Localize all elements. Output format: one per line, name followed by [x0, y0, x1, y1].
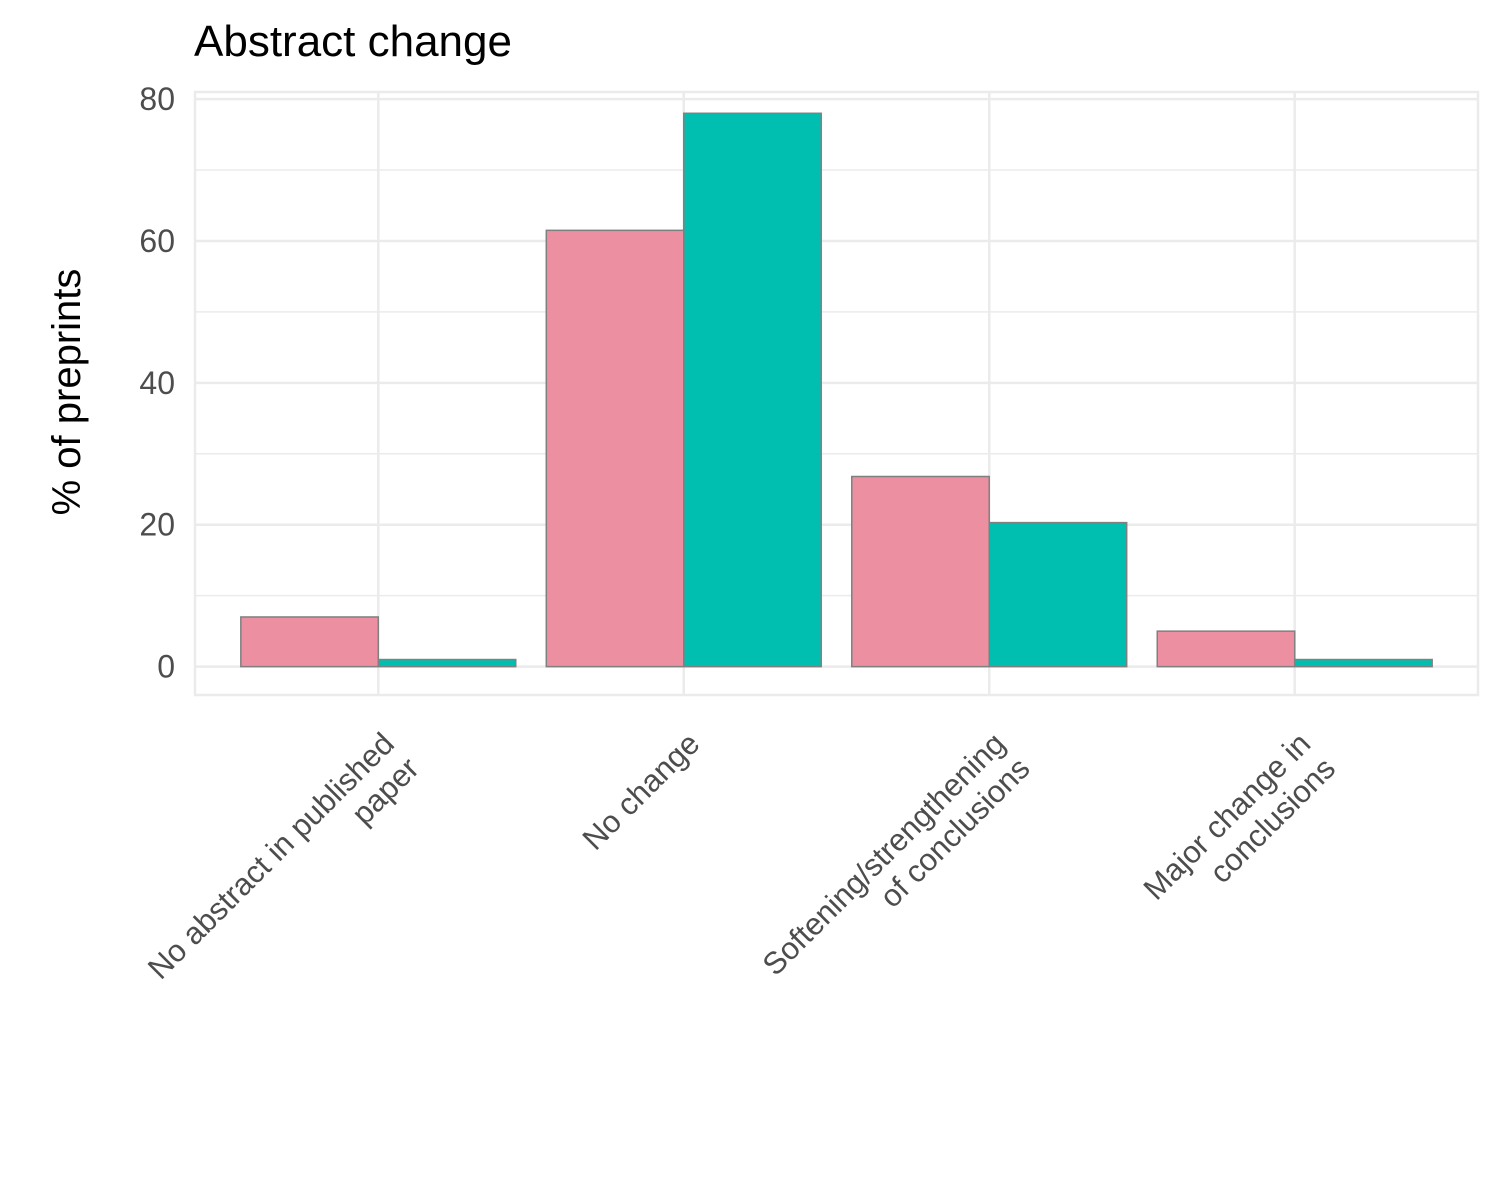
y-tick-label: 20 — [139, 507, 175, 543]
y-tick-label: 40 — [139, 365, 175, 401]
grid-lines — [193, 90, 1480, 697]
x-tick-label-text: Major change inconclusions — [1137, 726, 1342, 931]
bar-series2-cat1 — [377, 658, 517, 668]
x-tick-label-text: No change — [576, 726, 707, 857]
x-tick-label: No change — [576, 726, 707, 857]
y-axis-label: % of preprints — [45, 269, 89, 516]
bar-series2-cat4 — [1293, 658, 1433, 668]
bar-series1-cat3 — [851, 475, 990, 668]
x-tick-label: Major change inconclusions — [1137, 726, 1342, 931]
bars — [240, 112, 1433, 668]
x-tick-label-text: Softening/strengtheningof conclusions — [756, 726, 1037, 1007]
bar-series1-cat4 — [1156, 630, 1296, 668]
bar-series1-cat2 — [545, 229, 685, 668]
x-tick-labels: No abstract in publishedpaper No change So… — [141, 726, 1342, 1011]
y-tick-label: 60 — [139, 223, 175, 259]
x-tick-label-line: No change — [576, 726, 707, 857]
bar-series2-cat2 — [683, 112, 822, 668]
bar-series1-cat1 — [240, 616, 380, 668]
y-tick-label: 0 — [157, 649, 175, 685]
panel-border — [193, 90, 1480, 697]
x-tick-label-line: Softening/strengthening — [756, 726, 1012, 982]
x-tick-label: Softening/strengtheningof conclusions — [756, 726, 1037, 1007]
x-tick-label-line: No abstract in published — [141, 726, 401, 986]
bar-series2-cat3 — [988, 521, 1128, 668]
y-tick-label: 80 — [139, 81, 175, 117]
x-tick-label: No abstract in publishedpaper — [141, 726, 426, 1011]
chart-title: Abstract change — [194, 17, 512, 66]
x-tick-label-text: No abstract in publishedpaper — [141, 726, 426, 1011]
y-tick-labels: 0 20 40 60 80 — [139, 81, 175, 685]
